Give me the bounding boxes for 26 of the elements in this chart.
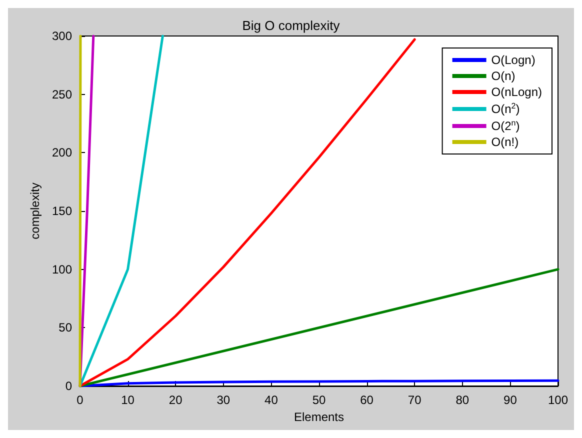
x-tick-label: 90 bbox=[504, 393, 518, 407]
y-tick-label: 100 bbox=[52, 262, 72, 276]
y-tick-label: 250 bbox=[52, 87, 72, 102]
x-tick-label: 40 bbox=[264, 393, 278, 407]
legend-label: O(n) bbox=[491, 69, 516, 83]
x-axis-title: Elements bbox=[294, 410, 344, 424]
y-tick-label: 0 bbox=[65, 379, 72, 393]
x-tick-label: 60 bbox=[360, 393, 374, 407]
x-tick-label: 30 bbox=[216, 393, 230, 407]
x-tick-label: 20 bbox=[168, 393, 183, 407]
legend-label: O(nLogn) bbox=[491, 85, 542, 99]
chart-title: Big O complexity bbox=[242, 18, 340, 33]
y-axis-title: complexity bbox=[28, 182, 42, 240]
legend-label: O(n!) bbox=[491, 135, 519, 149]
x-tick-label: 70 bbox=[408, 393, 422, 407]
y-tick-label: 200 bbox=[52, 146, 72, 160]
x-tick-label: 80 bbox=[456, 393, 470, 407]
line-series bbox=[78, 38, 416, 388]
x-tick-label: 50 bbox=[312, 393, 326, 407]
y-tick-label: 50 bbox=[58, 320, 72, 335]
y-tick-label: 300 bbox=[52, 29, 72, 43]
x-tick-label: 0 bbox=[76, 393, 84, 407]
legend-label: O(Logn) bbox=[491, 53, 536, 67]
y-tick-label: 150 bbox=[52, 204, 72, 218]
x-tick-label: 100 bbox=[548, 393, 568, 407]
x-tick-label: 10 bbox=[121, 393, 135, 407]
